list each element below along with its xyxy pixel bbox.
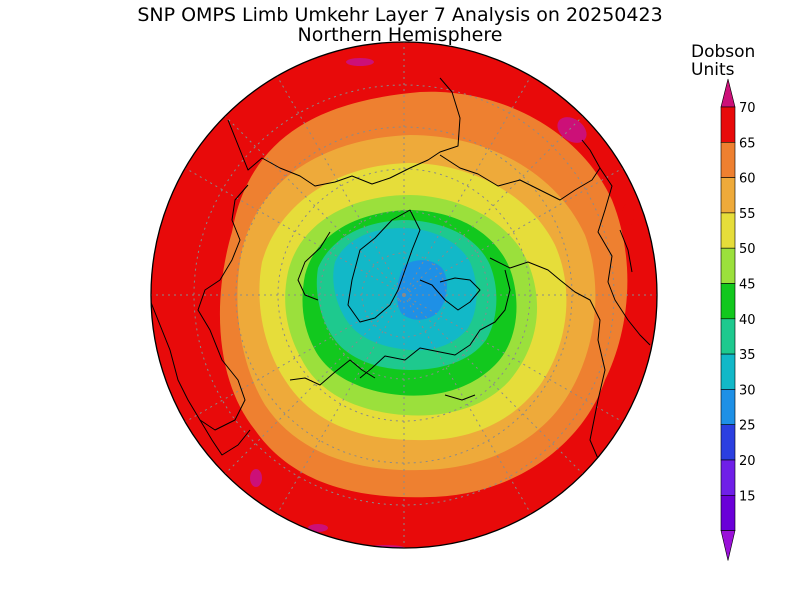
coast-iceland-atlantic [289,359,376,386]
colorbar-label-25: 25 [739,419,756,434]
maximum-spot-n [346,58,374,66]
colorbar-label-70: 70 [739,101,756,116]
colorbar-label-30: 30 [739,383,756,398]
coast-hudson-bay [444,394,476,401]
colorbar-block-50 [720,247,736,284]
colorbar-label-35: 35 [739,348,756,363]
colorbar-block-20 [720,459,736,496]
colorbar-label-20: 20 [739,454,756,469]
colorbar-block-55 [720,212,736,249]
graticule [151,42,657,548]
colorbar-block-35 [720,353,736,390]
colorbar-block-65 [720,142,736,178]
colorbar-unit-line1: Dobson [691,42,755,62]
colorbar-label-40: 40 [739,313,756,328]
coast-north-america [489,257,606,476]
colorbar-block-70 [720,106,736,143]
colorbar-label-45: 45 [739,278,756,293]
colorbar-block-45 [720,283,736,320]
colorbar-block-30 [720,389,736,425]
coast-alaska-pacific [597,167,651,346]
coast-mediterranean [199,419,251,456]
minor-high-e [622,203,634,227]
colorbar-block-15 [720,494,736,531]
colorbar-unit-line2: Units [691,60,735,80]
coast-siberia [439,139,601,201]
map-title: SNP OMPS Limb Umkehr Layer 7 Analysis on… [137,4,662,26]
band-25-30 [396,260,447,320]
colorbar-block-60 [720,177,736,214]
colorbar-blocks [720,78,736,561]
colorbar-label-15: 15 [739,489,756,504]
ozone-field [151,42,657,548]
maximum-spot-ne [557,117,587,143]
map-subtitle: Northern Hemisphere [298,24,503,46]
colorbar-label-55: 55 [739,207,756,222]
map-boundary [150,41,658,549]
maximum-spot-s [308,524,328,532]
coast-canada-arctic [359,269,511,379]
colorbar-label-60: 60 [739,172,756,187]
maximum-spot-sw [250,469,262,487]
colorbar: Dobson Units 70 65 60 55 50 45 40 35 30 25 20 15 [691,42,756,561]
coast-canadian-islands [419,277,481,311]
colorbar-tick-labels: 70 65 60 55 50 45 40 35 30 25 20 15 [739,101,756,504]
coast-japan [619,229,633,273]
coast-greenland [347,209,421,323]
colorbar-block-40 [720,318,736,355]
coastlines [151,77,651,476]
coast-scandinavia [297,231,331,301]
colorbar-under-triangle [720,530,736,561]
colorbar-block-25 [720,424,736,461]
colorbar-label-50: 50 [739,242,756,257]
coast-europe-asia [227,77,461,187]
colorbar-label-65: 65 [739,136,756,151]
coast-west-europe [151,184,249,431]
colorbar-over-triangle [720,78,736,108]
